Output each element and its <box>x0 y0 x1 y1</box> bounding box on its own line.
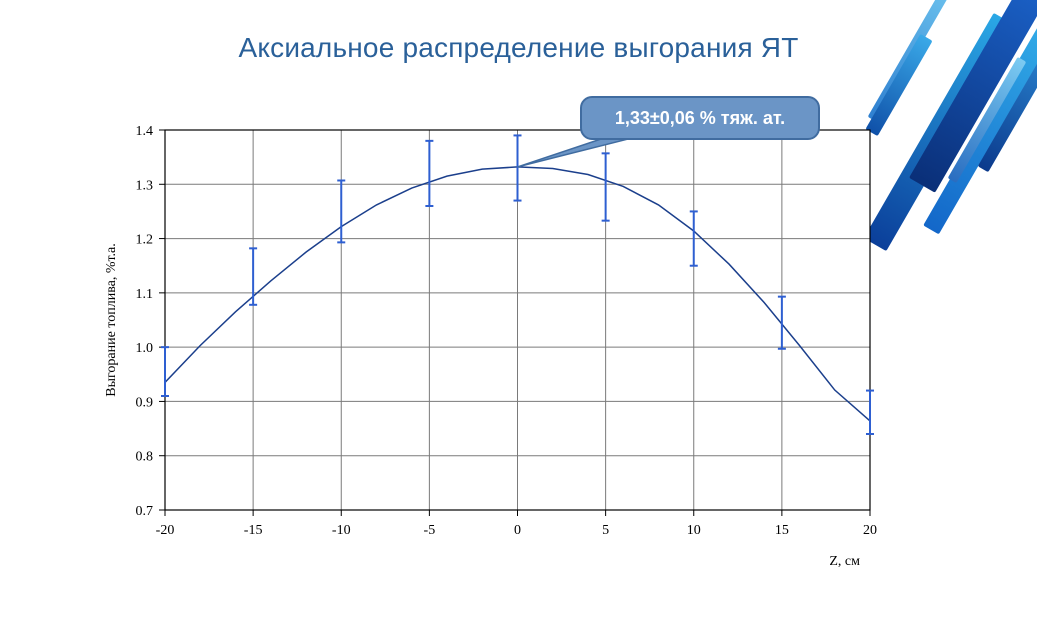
svg-text:10: 10 <box>687 523 701 538</box>
svg-text:1.0: 1.0 <box>136 341 154 356</box>
svg-text:15: 15 <box>775 523 789 538</box>
svg-text:Выгорание топлива, %т.а.: Выгорание топлива, %т.а. <box>104 243 119 397</box>
peak-value-callout: 1,33±0,06 % тяж. ат. <box>580 96 820 140</box>
svg-text:5: 5 <box>602 523 609 538</box>
slide-title: Аксиальное распределение выгорания ЯТ <box>0 32 1037 64</box>
svg-text:20: 20 <box>863 523 877 538</box>
chart-svg: -20 -15 -10 -5 0 5 10 15 20 0.7 0.8 0.9 1.0 1.1 1.2 1.3… <box>90 105 970 605</box>
svg-text:1.3: 1.3 <box>136 178 154 193</box>
svg-text:-10: -10 <box>332 523 351 538</box>
svg-text:0.7: 0.7 <box>136 504 154 519</box>
svg-text:-15: -15 <box>244 523 263 538</box>
svg-text:1.4: 1.4 <box>136 124 154 139</box>
burnup-chart: -20 -15 -10 -5 0 5 10 15 20 0.7 0.8 0.9 1.0 1.1 1.2 1.3… <box>90 105 970 605</box>
svg-text:-20: -20 <box>156 523 175 538</box>
callout-text: 1,33±0,06 % тяж. ат. <box>615 108 785 129</box>
svg-text:0.8: 0.8 <box>136 450 154 465</box>
svg-text:1.2: 1.2 <box>136 233 154 248</box>
svg-text:0.9: 0.9 <box>136 395 154 410</box>
svg-text:Z, см: Z, см <box>829 554 860 569</box>
svg-text:1.1: 1.1 <box>136 287 154 302</box>
svg-text:-5: -5 <box>424 523 436 538</box>
svg-text:0: 0 <box>514 523 521 538</box>
